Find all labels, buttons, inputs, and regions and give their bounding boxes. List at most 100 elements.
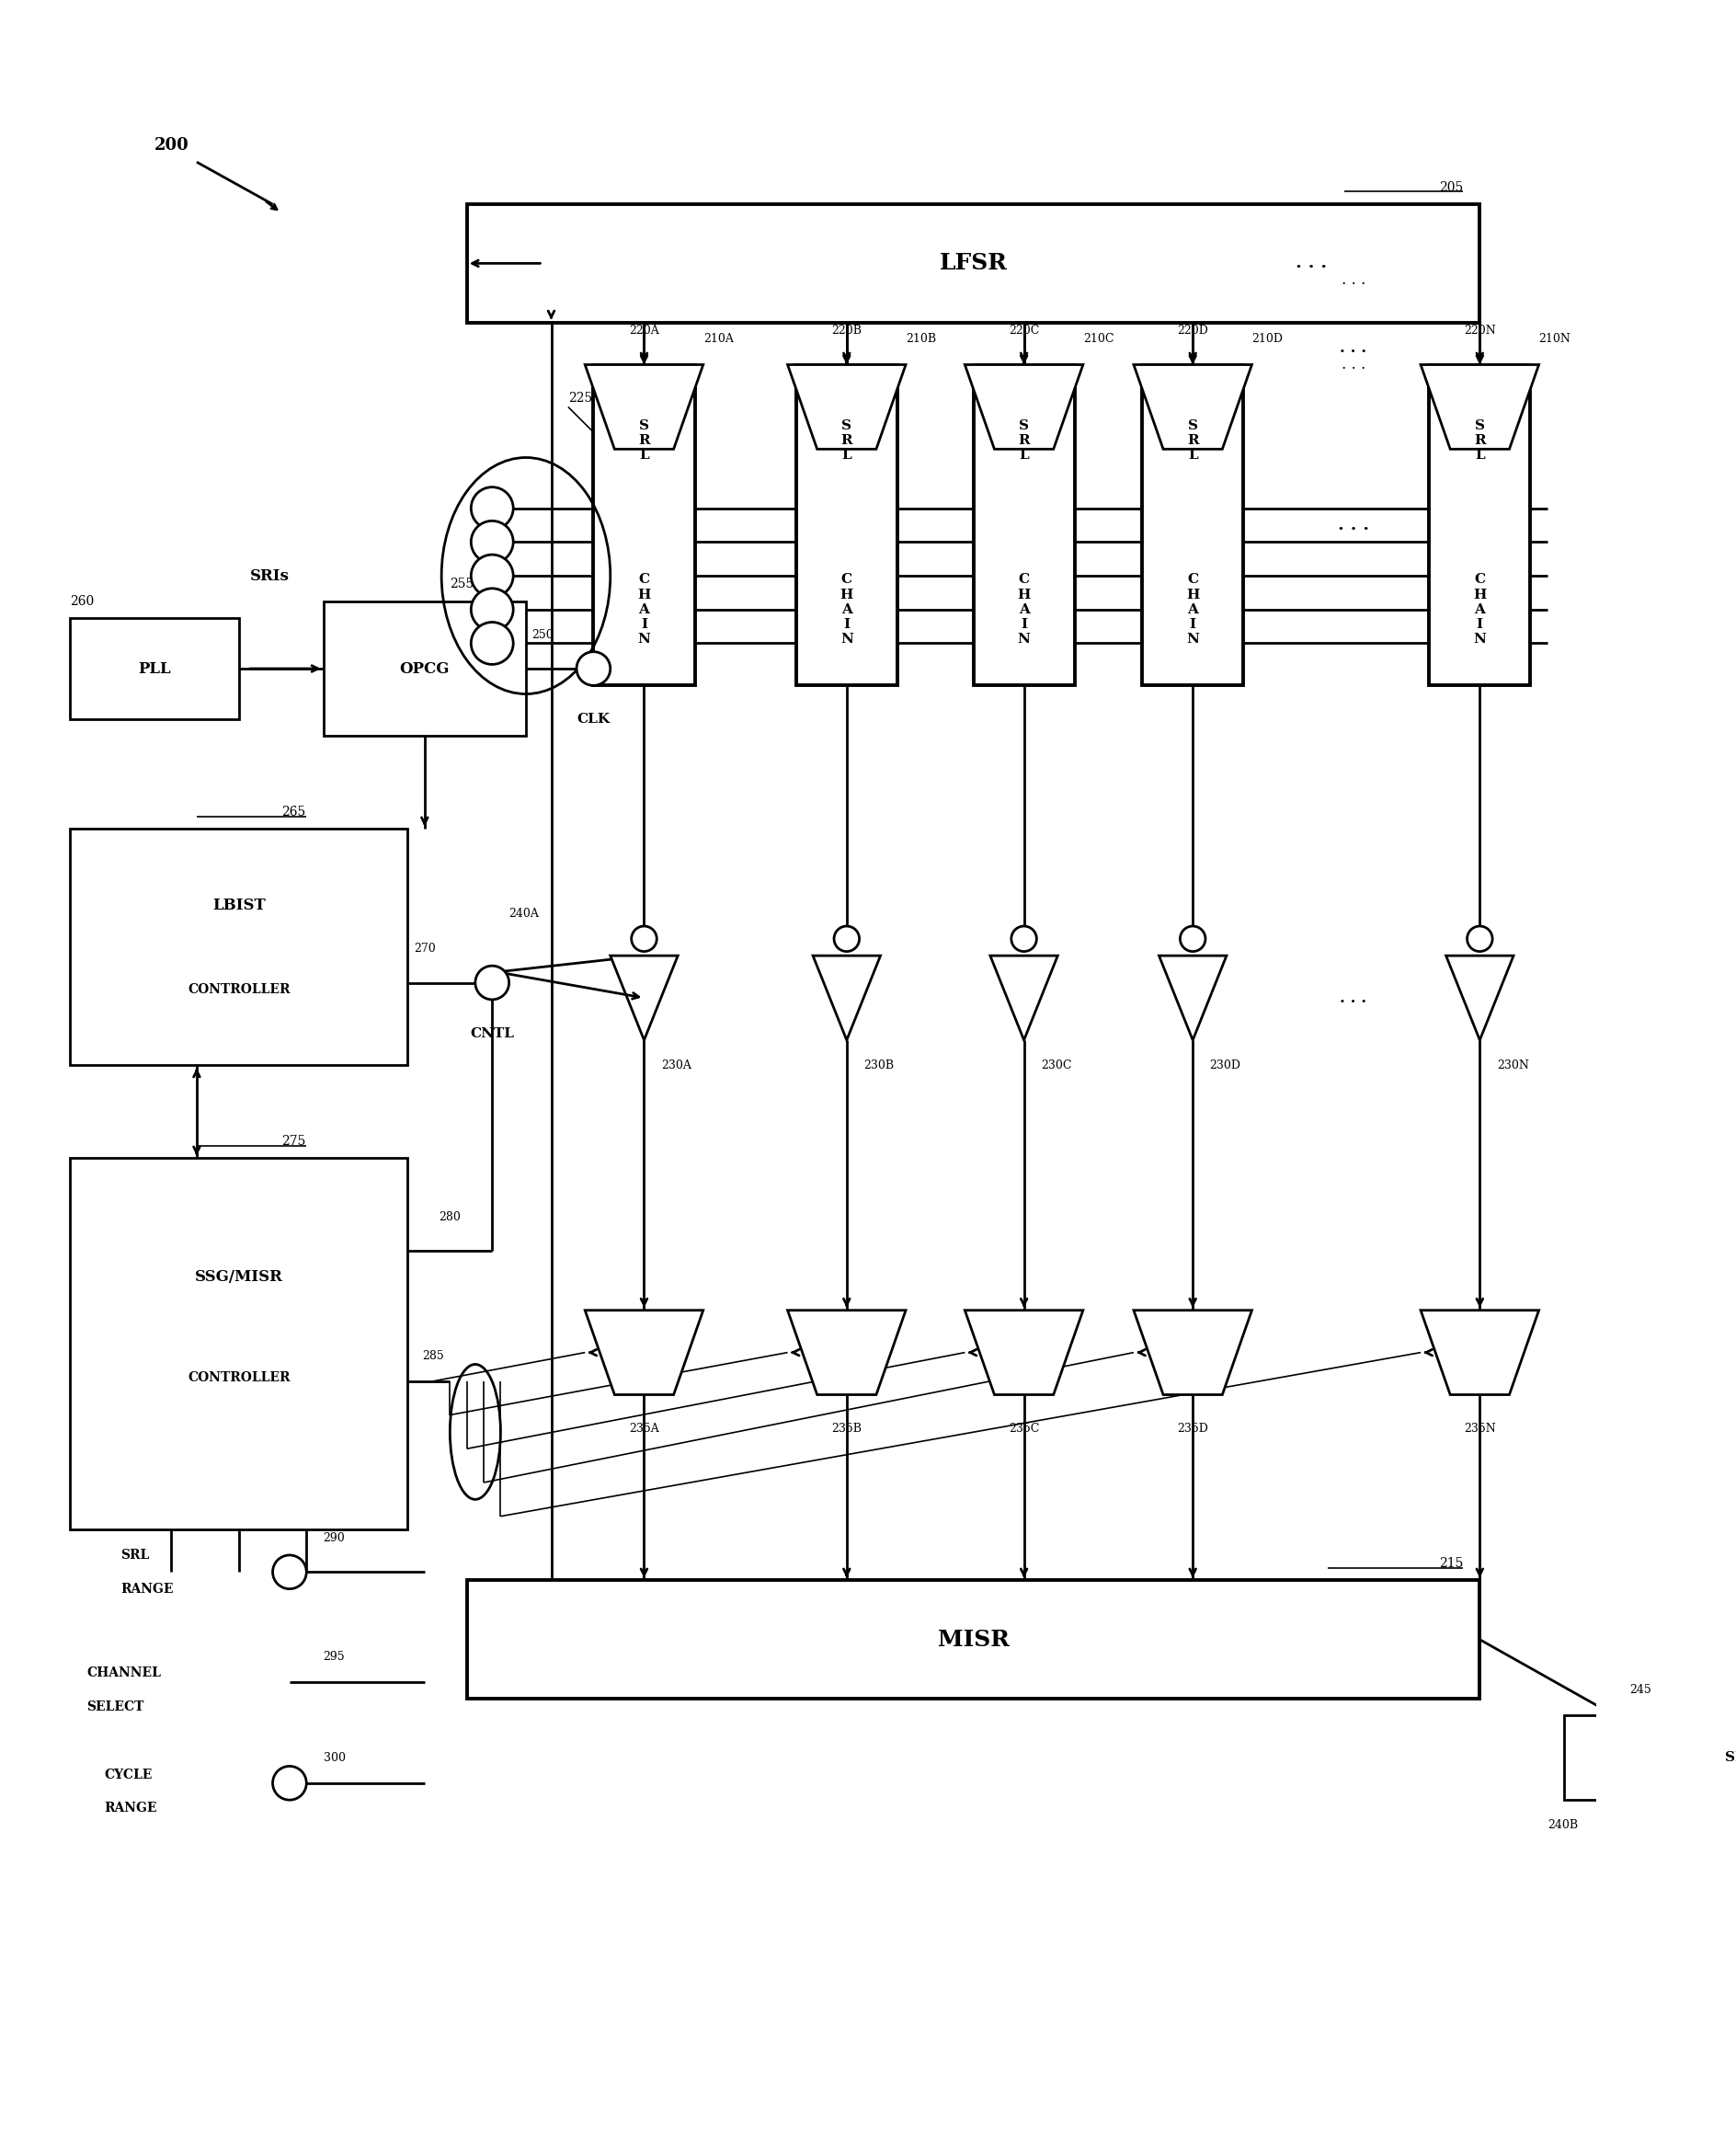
Text: 235N: 235N xyxy=(1463,1422,1496,1434)
Text: 230B: 230B xyxy=(863,1060,894,1070)
Bar xyxy=(69,829,408,1066)
Text: 235D: 235D xyxy=(1177,1422,1208,1434)
Text: C
H
A
I
N: C H A I N xyxy=(637,574,651,647)
Text: LBIST: LBIST xyxy=(212,897,266,912)
Circle shape xyxy=(1467,927,1493,951)
Text: SRO: SRO xyxy=(1724,1751,1736,1764)
Polygon shape xyxy=(1160,955,1227,1041)
Polygon shape xyxy=(1446,955,1514,1041)
Text: 270: 270 xyxy=(413,942,436,955)
Bar xyxy=(467,1580,1479,1698)
Text: SSG/MISR: SSG/MISR xyxy=(194,1270,283,1285)
Polygon shape xyxy=(611,955,677,1041)
Text: CYCLE: CYCLE xyxy=(104,1768,153,1781)
Text: 235B: 235B xyxy=(832,1422,861,1434)
Text: 275: 275 xyxy=(281,1135,306,1148)
Text: 280: 280 xyxy=(439,1212,462,1223)
Text: 255: 255 xyxy=(450,578,474,591)
Text: S
R
L: S R L xyxy=(840,420,852,462)
Text: 205: 205 xyxy=(1439,182,1463,195)
Text: SELECT: SELECT xyxy=(87,1700,144,1713)
Circle shape xyxy=(470,488,514,529)
Bar xyxy=(323,602,526,737)
Circle shape xyxy=(1012,927,1036,951)
Text: 260: 260 xyxy=(69,595,94,608)
Text: 220B: 220B xyxy=(832,325,861,336)
Text: 295: 295 xyxy=(323,1651,345,1661)
Text: 215: 215 xyxy=(1439,1557,1463,1569)
Text: CNTL: CNTL xyxy=(470,1028,514,1041)
Text: CHANNEL: CHANNEL xyxy=(87,1668,161,1681)
Bar xyxy=(974,364,1075,685)
Text: . . .: . . . xyxy=(1340,989,1366,1006)
Text: . . .: . . . xyxy=(1295,255,1326,272)
Circle shape xyxy=(576,651,611,685)
Text: 220N: 220N xyxy=(1463,325,1496,336)
Circle shape xyxy=(476,966,509,1000)
Text: . . .: . . . xyxy=(1342,358,1364,373)
Text: SRIs: SRIs xyxy=(250,567,290,584)
Text: PLL: PLL xyxy=(139,662,170,677)
Text: CLK: CLK xyxy=(576,713,609,726)
Text: 220D: 220D xyxy=(1177,325,1208,336)
Bar xyxy=(69,619,240,719)
Circle shape xyxy=(1667,1743,1698,1773)
Text: . . .: . . . xyxy=(1337,516,1370,533)
Circle shape xyxy=(470,589,514,632)
Text: RANGE: RANGE xyxy=(104,1803,156,1816)
Circle shape xyxy=(273,1766,307,1801)
Text: OPCG: OPCG xyxy=(399,662,450,677)
Text: 210N: 210N xyxy=(1538,334,1571,345)
Text: 210D: 210D xyxy=(1252,334,1283,345)
Text: 220C: 220C xyxy=(1009,325,1040,336)
Text: 210B: 210B xyxy=(906,334,936,345)
Polygon shape xyxy=(1134,1310,1252,1394)
Text: S
R
L: S R L xyxy=(1474,420,1486,462)
Text: LFSR: LFSR xyxy=(939,253,1007,274)
Text: 240B: 240B xyxy=(1547,1820,1578,1831)
Text: S
R
L: S R L xyxy=(1187,420,1198,462)
Polygon shape xyxy=(812,955,880,1041)
Polygon shape xyxy=(990,955,1057,1041)
Polygon shape xyxy=(965,364,1083,450)
Circle shape xyxy=(273,1554,307,1589)
Text: 235C: 235C xyxy=(1009,1422,1040,1434)
Text: 220A: 220A xyxy=(628,325,660,336)
Circle shape xyxy=(470,623,514,664)
Circle shape xyxy=(470,555,514,597)
Text: . . .: . . . xyxy=(1342,272,1364,289)
Polygon shape xyxy=(788,1310,906,1394)
Text: C
H
A
I
N: C H A I N xyxy=(1186,574,1200,647)
Bar xyxy=(797,364,898,685)
Bar xyxy=(467,203,1479,323)
Polygon shape xyxy=(1134,364,1252,450)
Text: S
R
L: S R L xyxy=(1017,420,1029,462)
Bar xyxy=(1429,364,1531,685)
Text: 235A: 235A xyxy=(628,1422,660,1434)
Bar xyxy=(69,1158,408,1531)
Bar xyxy=(1564,1715,1665,1801)
Text: 250: 250 xyxy=(531,629,554,640)
Text: 210C: 210C xyxy=(1083,334,1115,345)
Polygon shape xyxy=(585,364,703,450)
Text: 230N: 230N xyxy=(1496,1060,1529,1070)
Circle shape xyxy=(632,927,656,951)
Polygon shape xyxy=(965,1310,1083,1394)
Text: 290: 290 xyxy=(323,1533,345,1544)
Circle shape xyxy=(1180,927,1205,951)
Text: CONTROLLER: CONTROLLER xyxy=(187,1372,290,1385)
Text: 240A: 240A xyxy=(509,908,540,918)
Text: 245: 245 xyxy=(1630,1685,1651,1696)
Text: SRL: SRL xyxy=(122,1548,149,1561)
Text: 300: 300 xyxy=(323,1751,345,1764)
Text: C
H
A
I
N: C H A I N xyxy=(840,574,854,647)
Text: 230C: 230C xyxy=(1042,1060,1071,1070)
Text: 200: 200 xyxy=(155,137,189,154)
Polygon shape xyxy=(788,364,906,450)
Text: 230A: 230A xyxy=(661,1060,691,1070)
Text: 230D: 230D xyxy=(1210,1060,1241,1070)
Circle shape xyxy=(833,927,859,951)
Text: 285: 285 xyxy=(422,1349,444,1362)
Bar xyxy=(594,364,694,685)
Text: 265: 265 xyxy=(281,805,306,818)
